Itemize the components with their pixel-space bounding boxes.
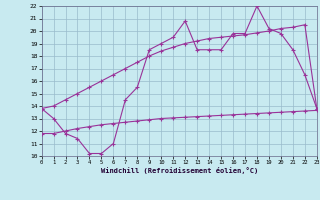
- X-axis label: Windchill (Refroidissement éolien,°C): Windchill (Refroidissement éolien,°C): [100, 167, 258, 174]
